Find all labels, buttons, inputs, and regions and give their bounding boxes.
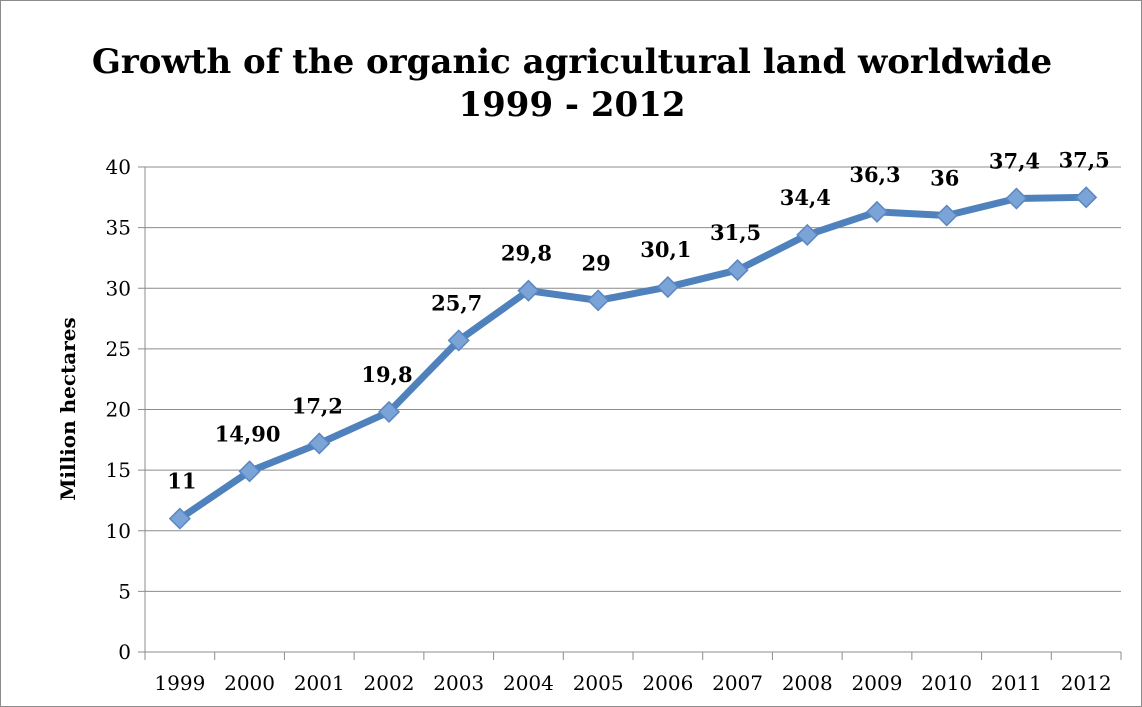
y-tick-label: 25 [106, 337, 131, 361]
data-labels: 11 14,90 17,2 19,8 25,7 29,8 29 30,1 31,5 34,4 36,… [167, 147, 1109, 493]
y-axis-title: Million hectares [56, 317, 80, 501]
gridlines [145, 166, 1121, 592]
data-point-marker [656, 275, 679, 299]
data-point-marker [377, 400, 401, 423]
data-label: 19,8 [361, 362, 412, 387]
data-point-marker [168, 507, 191, 530]
x-tick-label: 2012 [1061, 671, 1112, 695]
x-tick-label: 2010 [921, 671, 972, 695]
x-tick-label: 2011 [991, 671, 1042, 695]
data-label: 37,5 [1059, 147, 1110, 172]
data-label: 31,5 [710, 220, 761, 245]
x-tick-label: 2001 [294, 671, 345, 695]
data-point-marker [238, 460, 261, 483]
x-tick-label: 1999 [154, 671, 205, 695]
data-label: 37,4 [989, 149, 1040, 174]
axes [138, 166, 1122, 660]
x-tick-label: 2002 [364, 671, 415, 695]
x-tick-label: 2009 [852, 671, 903, 695]
data-label: 11 [167, 469, 196, 494]
y-tick-label: 0 [118, 640, 131, 664]
x-tick-label: 2007 [712, 671, 763, 695]
y-tick-labels: 0 5 10 15 20 25 30 35 40 [106, 155, 131, 664]
data-point-marker [1005, 187, 1028, 210]
y-tick-label: 20 [106, 398, 131, 422]
series-markers [168, 186, 1098, 530]
data-point-marker [865, 200, 889, 223]
data-point-marker [935, 204, 958, 227]
data-point-marker [517, 279, 540, 302]
chart-title-block: Growth of the organic agricultural land … [1, 41, 1142, 127]
y-tick-label: 40 [106, 155, 131, 179]
data-point-marker [587, 289, 610, 312]
y-tick-label: 15 [106, 458, 131, 482]
chart-subtitle: 1999 - 2012 [458, 85, 686, 125]
data-point-marker [308, 432, 331, 455]
x-tick-label: 2005 [573, 671, 624, 695]
data-point-marker [726, 259, 749, 282]
data-label: 34,4 [780, 185, 831, 210]
y-tick-label: 10 [106, 519, 131, 543]
x-tick-label: 2000 [224, 671, 275, 695]
series-line [176, 193, 1090, 523]
data-label: 29 [582, 250, 611, 275]
data-label: 17,2 [292, 393, 343, 418]
y-tick-label: 5 [118, 579, 131, 603]
x-tick-label: 2003 [433, 671, 484, 695]
data-point-marker [447, 329, 470, 352]
series-polyline [176, 193, 1090, 523]
chart-title: Growth of the organic agricultural land … [91, 42, 1053, 82]
x-tick-label: 2008 [782, 671, 833, 695]
y-tick-label: 35 [106, 216, 131, 240]
y-tick-label: 30 [106, 276, 131, 300]
x-tick-label: 2004 [503, 671, 554, 695]
data-label: 30,1 [640, 237, 691, 262]
data-point-marker [1075, 186, 1098, 209]
data-point-marker [796, 223, 819, 246]
data-label: 36 [930, 166, 959, 191]
data-label: 36,3 [849, 162, 900, 187]
x-tick-label: 2006 [642, 671, 693, 695]
data-label: 14,90 [215, 421, 281, 446]
data-label: 25,7 [431, 290, 482, 315]
x-tick-labels: 1999 2000 2001 2002 2003 2004 2005 2006 2007 2008… [154, 671, 1111, 695]
data-label: 29,8 [501, 241, 552, 266]
